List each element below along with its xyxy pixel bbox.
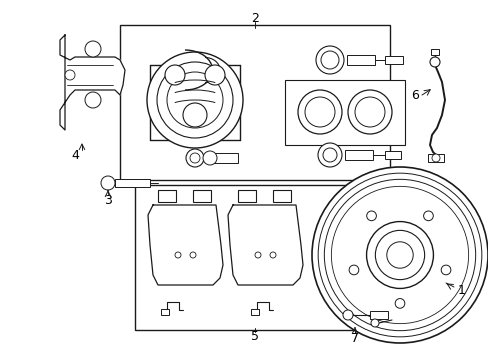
Circle shape (311, 167, 487, 343)
Circle shape (431, 154, 439, 162)
Text: 6: 6 (410, 89, 418, 102)
Circle shape (85, 92, 101, 108)
Circle shape (375, 230, 424, 280)
Circle shape (318, 173, 481, 337)
Circle shape (347, 90, 391, 134)
Circle shape (185, 149, 203, 167)
Circle shape (366, 211, 376, 221)
Bar (430, 49, 438, 55)
Bar (272, 190, 290, 202)
Bar (345, 150, 372, 160)
Polygon shape (148, 205, 223, 285)
Polygon shape (60, 35, 125, 130)
Circle shape (183, 103, 206, 127)
Bar (384, 151, 400, 159)
Circle shape (164, 65, 184, 85)
Circle shape (423, 211, 432, 221)
Circle shape (65, 70, 75, 80)
Circle shape (370, 319, 378, 327)
Circle shape (348, 265, 358, 275)
Bar (120, 25, 389, 180)
Circle shape (331, 186, 468, 324)
Text: 5: 5 (250, 330, 259, 343)
Text: 2: 2 (250, 12, 259, 24)
Circle shape (85, 41, 101, 57)
Bar (369, 311, 387, 319)
Bar (238, 190, 256, 202)
Bar (158, 190, 176, 202)
Circle shape (320, 51, 338, 69)
Bar (250, 309, 259, 315)
Circle shape (429, 57, 439, 67)
Bar (209, 153, 238, 163)
Circle shape (203, 151, 217, 165)
Circle shape (204, 65, 224, 85)
Circle shape (269, 252, 275, 258)
Text: 3: 3 (104, 194, 112, 207)
Circle shape (190, 252, 196, 258)
Bar (135, 185, 374, 330)
Bar (115, 179, 150, 187)
Circle shape (175, 252, 181, 258)
Circle shape (254, 252, 261, 258)
Circle shape (366, 221, 432, 288)
Circle shape (394, 298, 404, 308)
Bar (285, 80, 404, 145)
Circle shape (317, 143, 341, 167)
Bar (161, 309, 169, 315)
Circle shape (167, 72, 223, 128)
Circle shape (342, 310, 352, 320)
Bar (384, 56, 402, 64)
Bar (193, 190, 210, 202)
Circle shape (101, 176, 115, 190)
Circle shape (323, 148, 336, 162)
Circle shape (190, 153, 200, 163)
Circle shape (324, 179, 475, 331)
Bar (427, 154, 443, 162)
Circle shape (297, 90, 341, 134)
Text: 4: 4 (71, 149, 79, 162)
Text: 7: 7 (350, 332, 358, 345)
Polygon shape (227, 205, 303, 285)
Circle shape (354, 97, 384, 127)
Bar (346, 55, 374, 65)
Text: 1: 1 (457, 284, 465, 297)
Circle shape (157, 62, 232, 138)
Circle shape (315, 46, 343, 74)
Circle shape (440, 265, 450, 275)
Circle shape (305, 97, 334, 127)
Circle shape (147, 52, 243, 148)
Circle shape (386, 242, 412, 268)
